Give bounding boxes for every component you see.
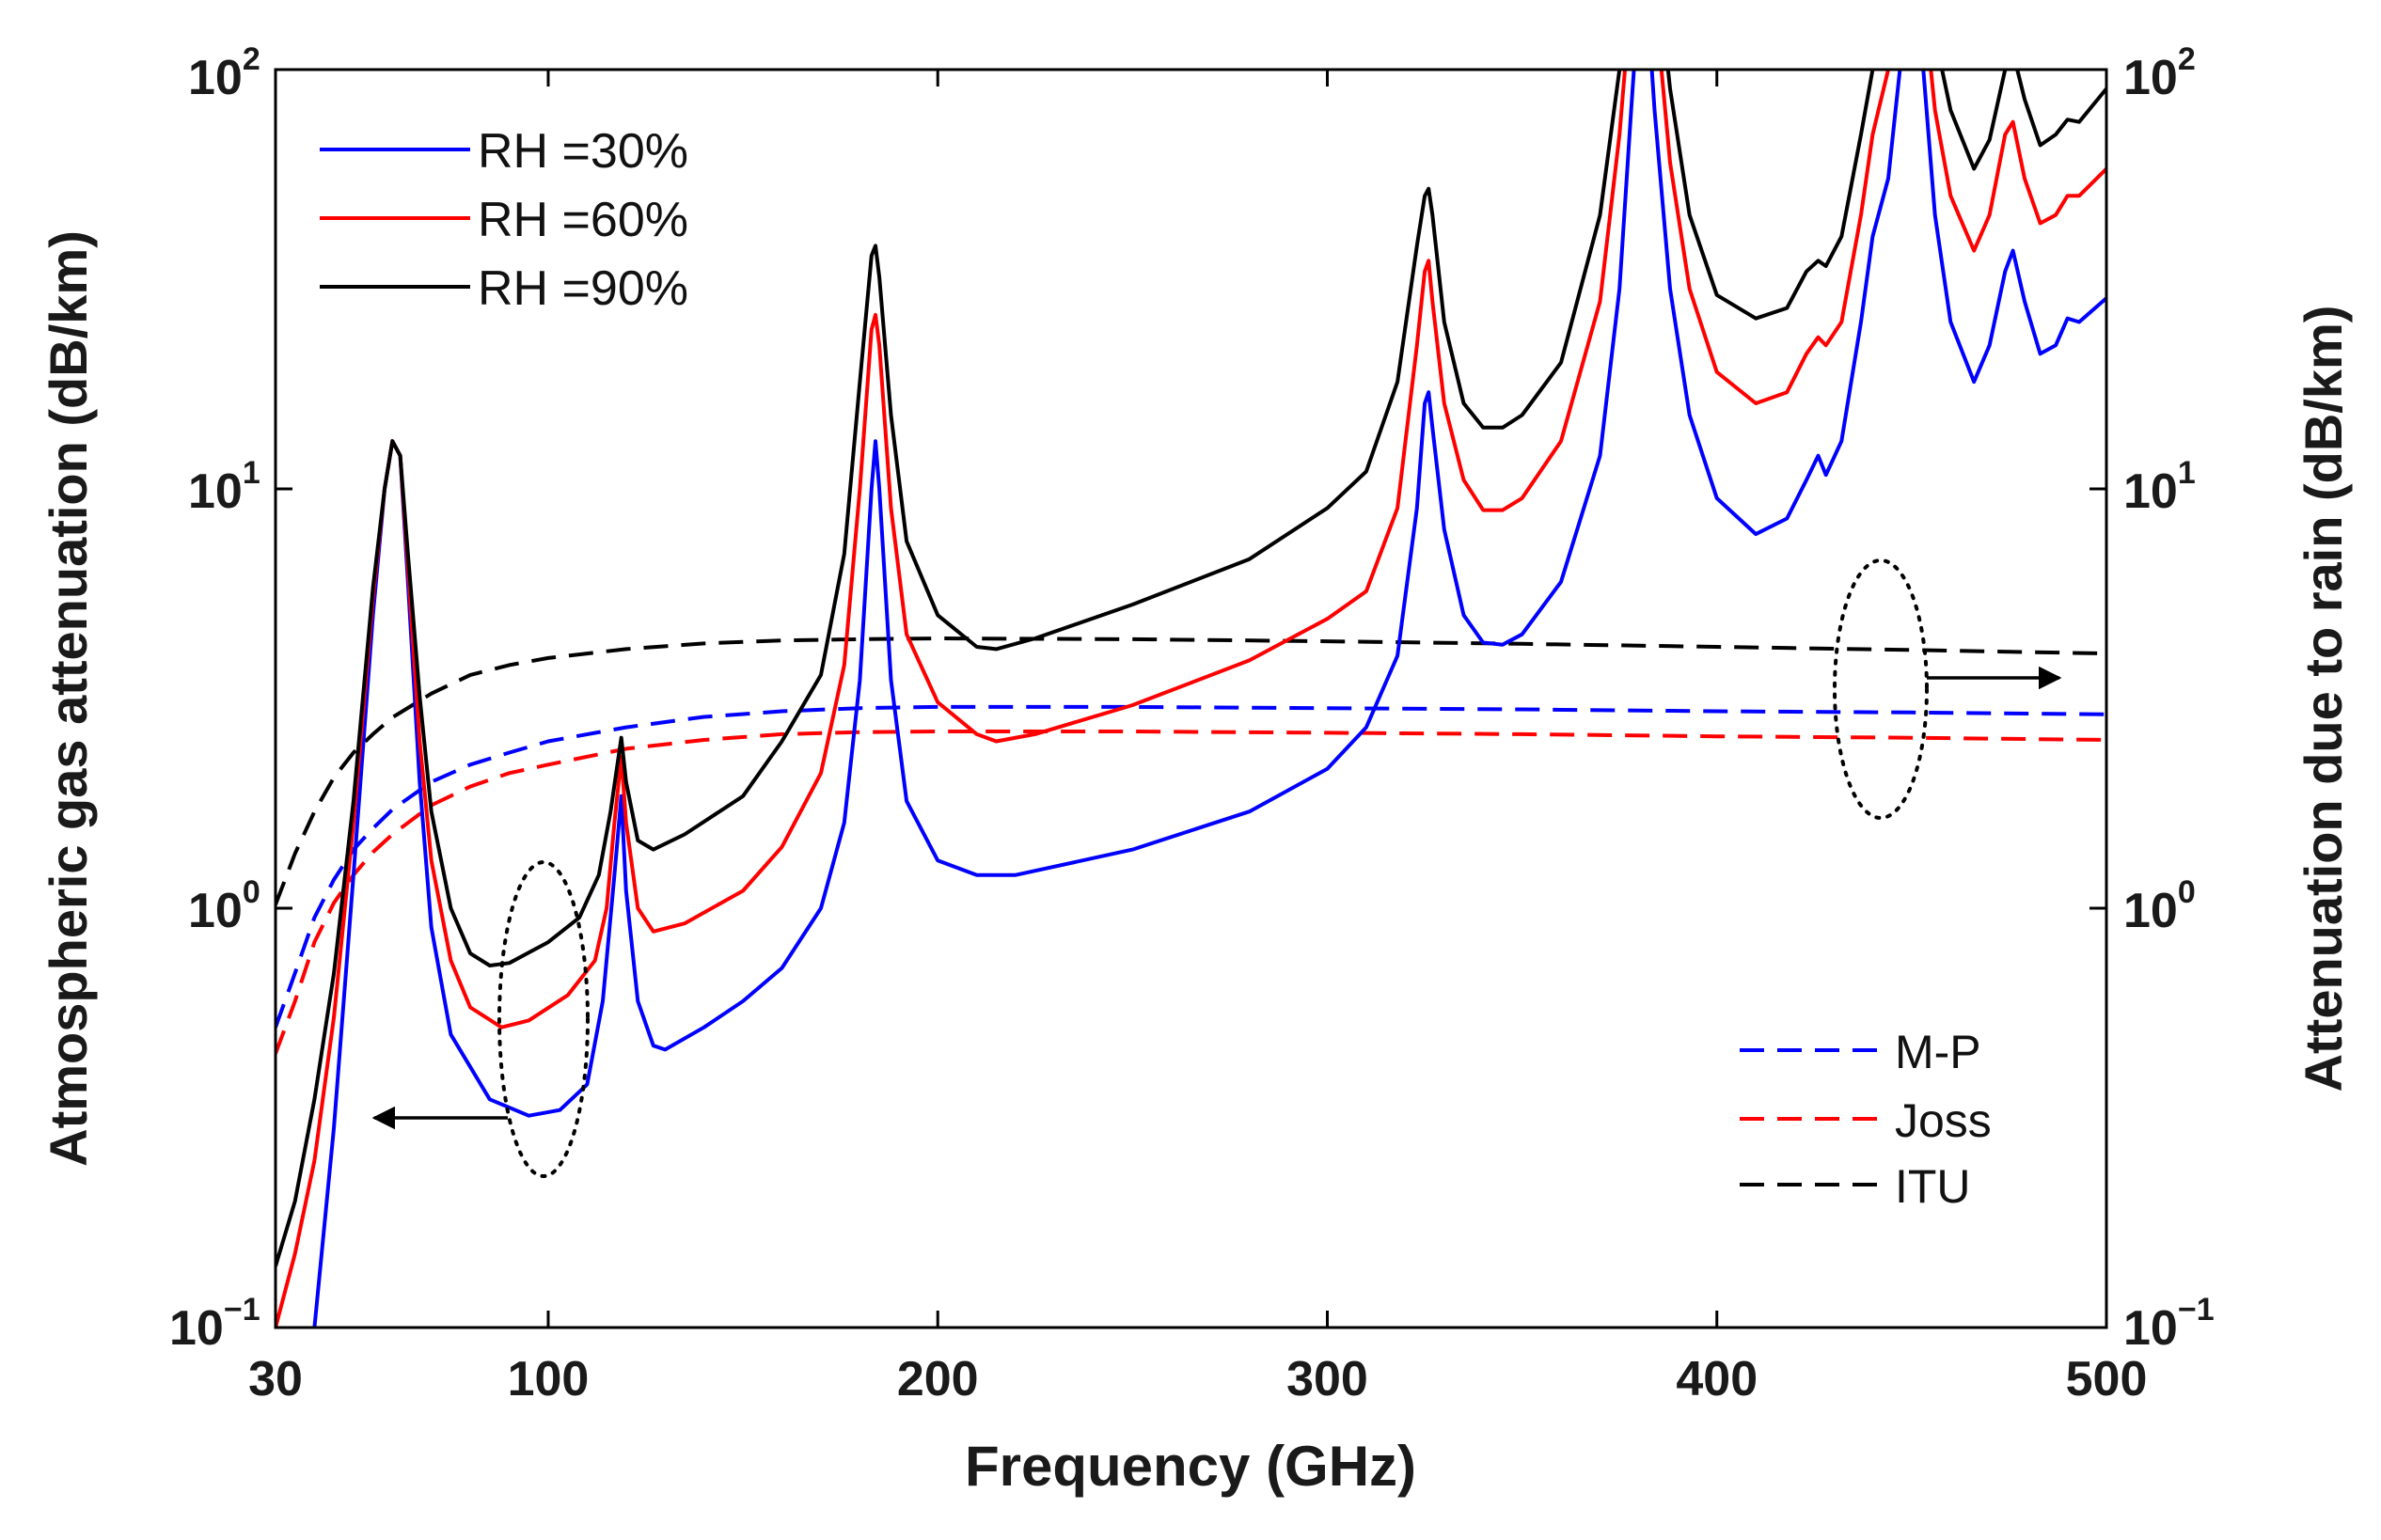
- legend-label-itu: ITU: [1895, 1160, 1971, 1213]
- y-tick-label-right: 101: [2123, 455, 2196, 519]
- plot-frame: [274, 68, 2108, 1329]
- series-layer: [276, 70, 2106, 1328]
- y-axis-title-left: Atmospheric gas attenuation (dB/km): [39, 230, 98, 1167]
- y-tick-label-right: 100: [2123, 874, 2196, 938]
- x-tick-label: 30: [248, 1352, 303, 1406]
- x-axis-title: Frequency (GHz): [965, 1435, 1416, 1498]
- legend-label-rh30: RH =30%: [478, 124, 688, 179]
- rain-series-joss: [276, 730, 2106, 1055]
- legend-label-mp: M-P: [1895, 1026, 1981, 1078]
- legend-humidity: RH =30% RH =60% RH =90%: [320, 124, 688, 316]
- y-tick-label-left: 100: [188, 874, 260, 938]
- rain-series-m-p: [276, 704, 2106, 1029]
- y-tick-label-right: 10−1: [2123, 1292, 2215, 1356]
- x-tick-label: 400: [1676, 1352, 1758, 1406]
- y-tick-label-left: 10−1: [169, 1292, 260, 1356]
- gas-series-rh-60: [276, 70, 2106, 1328]
- legend-label-rh90: RH =90%: [478, 261, 688, 316]
- x-tick-label: 100: [508, 1352, 590, 1406]
- y-tick-label-left: 101: [188, 455, 260, 519]
- x-tick-label: 200: [897, 1352, 979, 1406]
- x-tick-label: 500: [2066, 1352, 2148, 1406]
- y-tick-label-left: 102: [188, 41, 260, 105]
- rain-annotation: [1833, 558, 2062, 820]
- legend-label-joss: Joss: [1895, 1094, 1992, 1147]
- rain-group-ellipse: [1833, 558, 1929, 820]
- x-tick-label: 300: [1286, 1352, 1368, 1406]
- gas-annotation: [371, 860, 590, 1178]
- y-axis-title-right: Attenuation due to rain (dB/km): [2294, 306, 2353, 1092]
- legend-label-rh60: RH =60%: [478, 193, 688, 247]
- legend-rain-models: M-P Joss ITU: [1740, 1026, 1992, 1213]
- gas-group-ellipse: [497, 860, 590, 1178]
- rain-series-itu: [276, 636, 2106, 905]
- y-tick-label-right: 102: [2123, 41, 2196, 105]
- gas-series-rh-30: [312, 70, 2106, 1328]
- gas-series-rh-90: [276, 70, 2106, 1267]
